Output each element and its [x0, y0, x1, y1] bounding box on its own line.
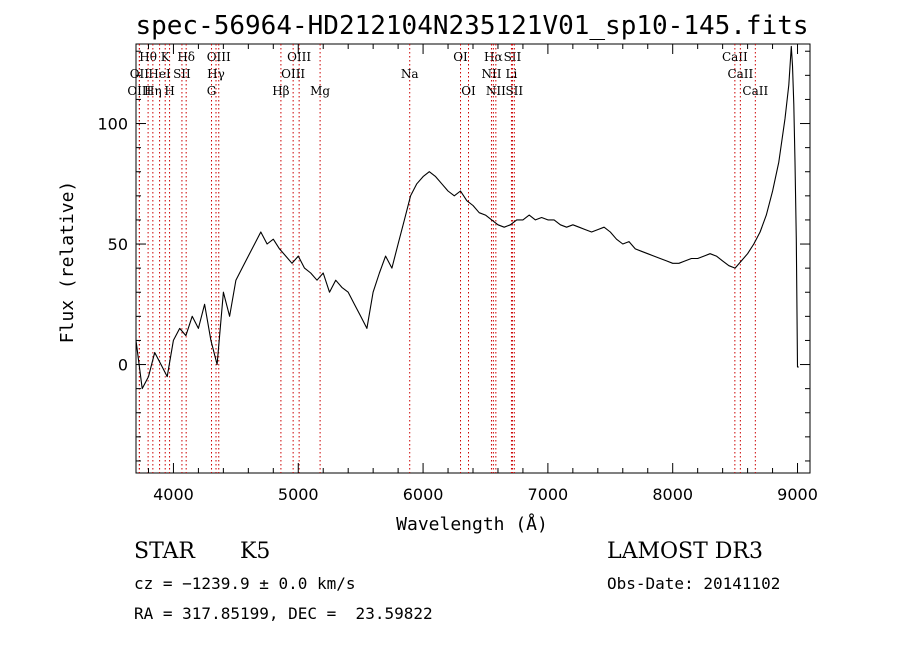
line-markers: Hθ OII OIII K HeI Hη H SII Hδ OIII Hγ G Hβ OIII OIII Mg…: [127, 44, 768, 473]
plot-area: [135, 45, 799, 390]
y-axis-label: Flux (relative): [57, 181, 78, 344]
y-tick-label: 0: [118, 356, 128, 375]
line-marker-label: OIII: [287, 50, 311, 64]
line-marker-label: Hα: [484, 50, 503, 64]
line-marker-label: Hγ: [207, 67, 225, 81]
line-marker-label: Mg: [310, 84, 330, 98]
line-marker-label: NII: [481, 67, 501, 81]
line-marker-label: CaII: [727, 67, 753, 81]
x-tick-label: 4000: [153, 485, 194, 504]
chart-title: spec-56964-HD212104N235121V01_sp10-145.f…: [135, 11, 808, 41]
y-tick-label: 100: [97, 115, 128, 134]
line-marker-label: CaII: [742, 84, 768, 98]
line-marker-label: Li: [506, 67, 518, 81]
x-tick-label: 9000: [777, 485, 818, 504]
line-marker-label: OI: [461, 84, 476, 98]
object-class: STAR: [134, 539, 196, 564]
line-marker-label: K: [161, 50, 171, 64]
line-marker-label: H: [164, 84, 174, 98]
survey-name: LAMOST DR3: [607, 539, 763, 564]
cz-readout: cz = −1239.9 ± 0.0 km/s: [134, 574, 356, 593]
line-marker-label: NII: [486, 84, 506, 98]
y-tick-label: 50: [108, 235, 128, 254]
x-axis-label: Wavelength (Å): [396, 513, 548, 535]
x-tick-label: 5000: [278, 485, 319, 504]
line-marker-label: OIII: [207, 50, 231, 64]
line-marker-label: HeI: [148, 67, 171, 81]
line-marker-label: G: [207, 84, 217, 98]
coordinates: RA = 317.85199, DEC = 23.59822: [134, 604, 433, 623]
x-tick-label: 7000: [528, 485, 569, 504]
line-marker-label: SII: [173, 67, 191, 81]
line-marker-label: SII: [504, 50, 522, 64]
line-marker-label: Hδ: [177, 50, 195, 64]
line-marker-label: CaII: [722, 50, 748, 64]
line-marker-label: OI: [453, 50, 468, 64]
line-marker-label: OIII: [281, 67, 305, 81]
line-marker-label: OIII: [127, 84, 151, 98]
line-marker-label: Na: [401, 67, 419, 81]
plot-frame: [135, 43, 811, 474]
obs-date: Obs-Date: 20141102: [607, 574, 780, 593]
line-marker-label: Hβ: [272, 84, 289, 98]
spectrum-line: [135, 45, 799, 390]
x-tick-label: 8000: [652, 485, 693, 504]
line-marker-label: OII: [130, 67, 150, 81]
axis-ticks: 4000 5000 6000 7000 8000 9000 0 50 100: [97, 44, 818, 504]
line-marker-label: Hθ: [139, 50, 157, 64]
x-tick-label: 6000: [403, 485, 444, 504]
line-marker-label: Hη: [144, 84, 162, 98]
line-marker-label: SII: [505, 84, 523, 98]
spectral-subclass: K5: [240, 539, 270, 564]
